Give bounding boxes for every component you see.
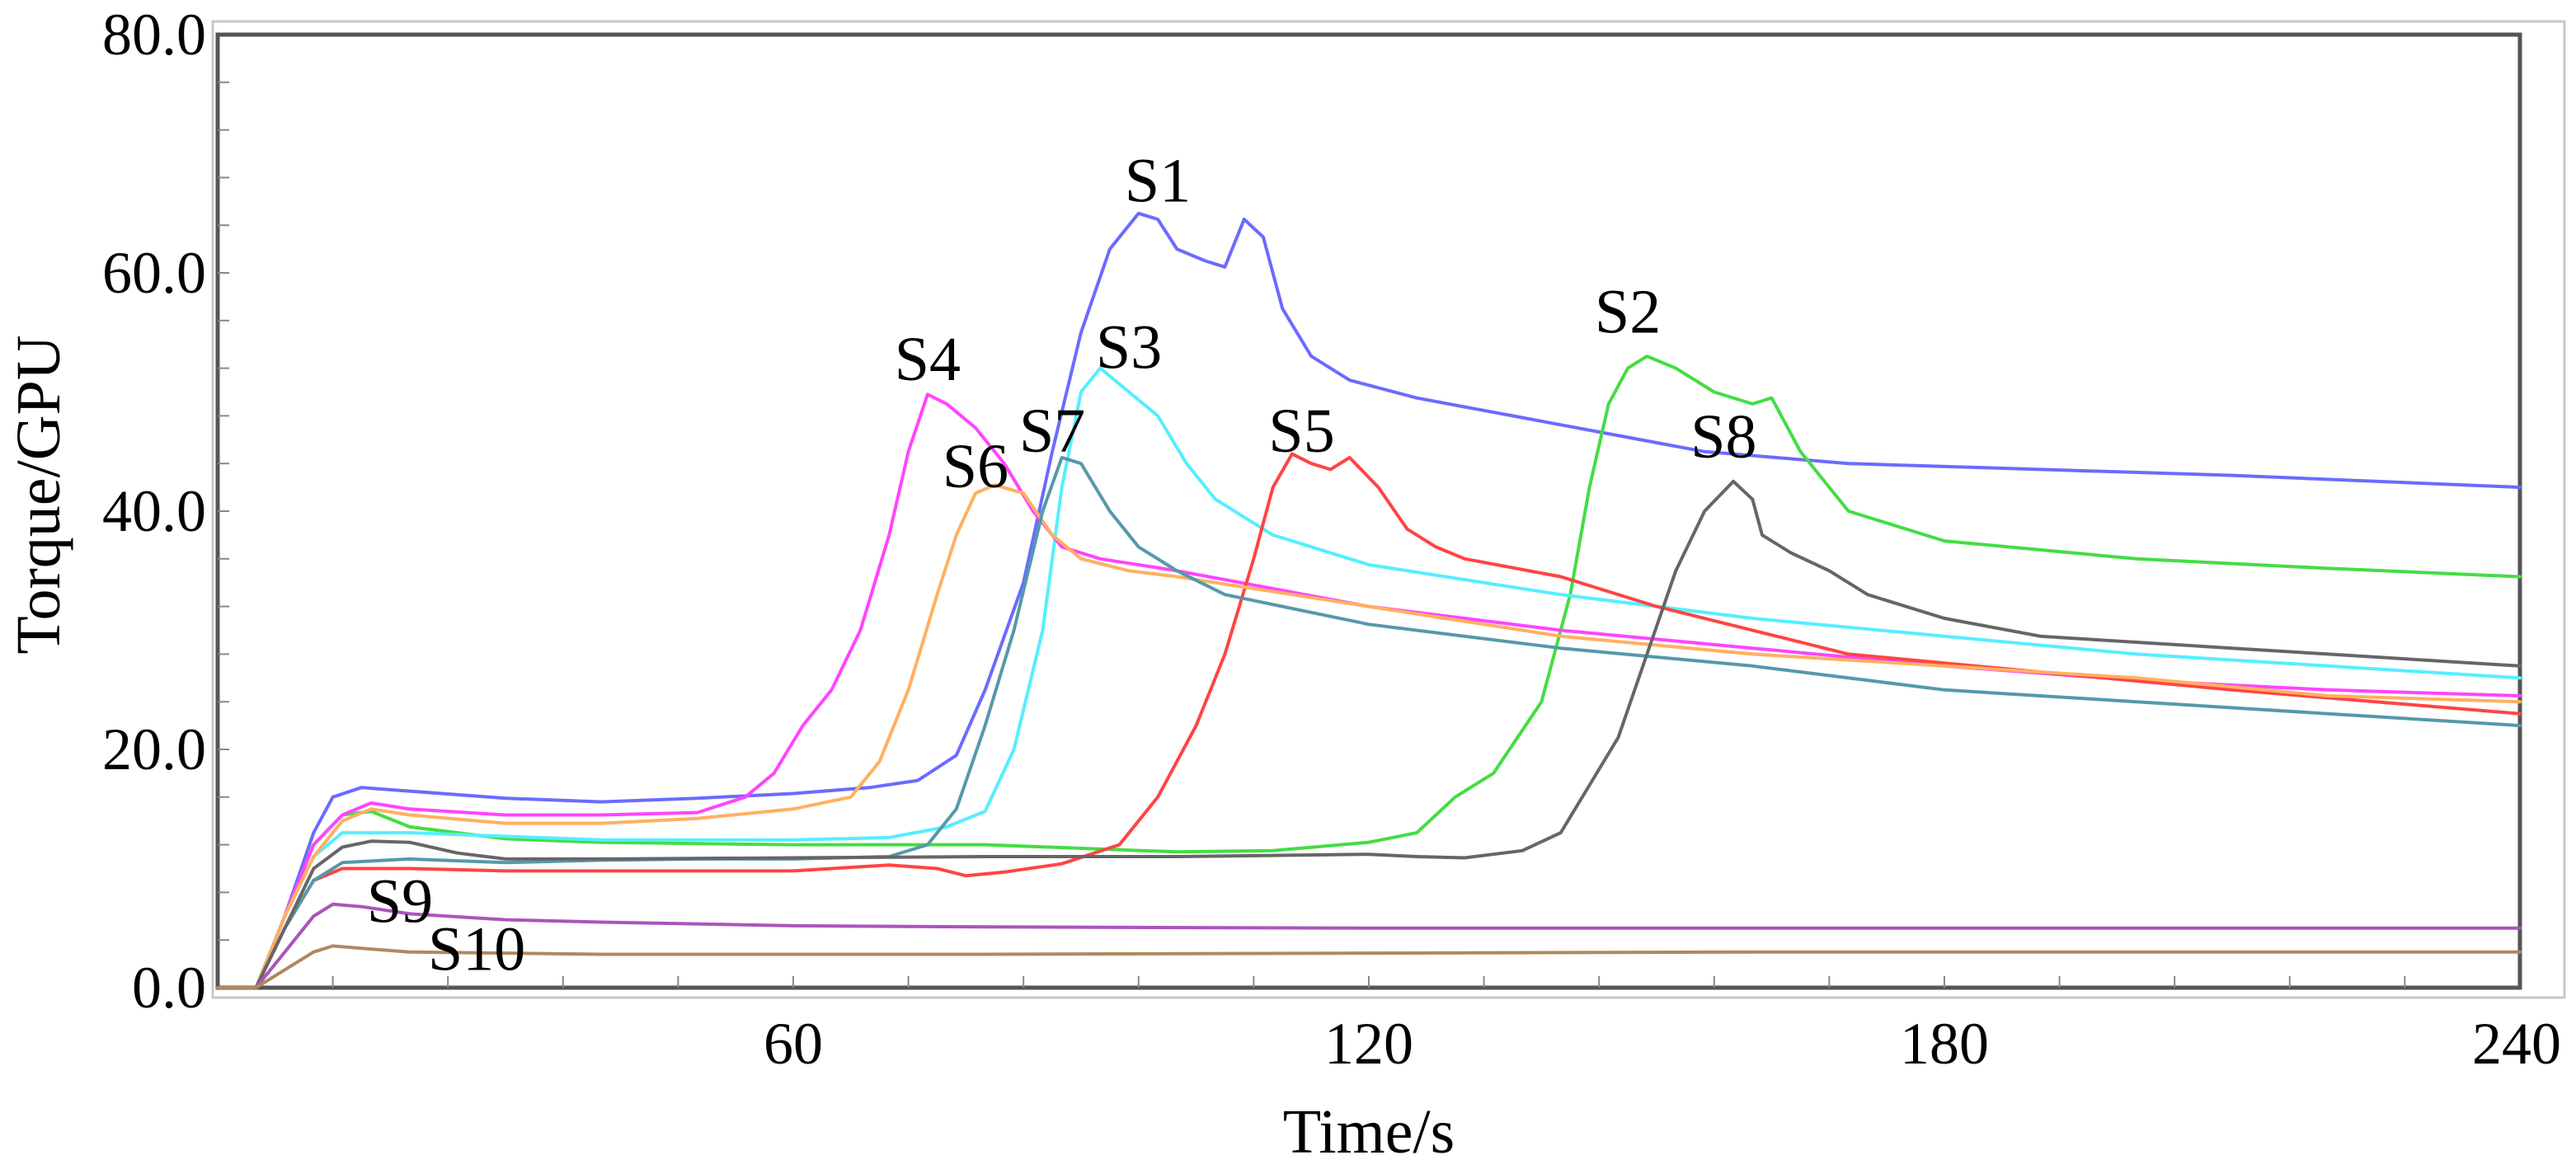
y-axis-ticks: 0.0 20.0 40.0 60.0 80.0	[102, 2, 206, 1021]
series-line-s5	[216, 452, 2522, 989]
series-label-s7: S7	[1019, 397, 1085, 466]
series-label-s6: S6	[942, 432, 1008, 501]
series-label-s9: S9	[367, 867, 433, 937]
x-tick-label: 180	[1900, 1011, 1989, 1077]
series-line-s2	[216, 355, 2522, 989]
y-axis-title: Torque/GPU	[4, 335, 73, 654]
series-line-s7	[216, 456, 2522, 989]
x-tick-label: 60	[764, 1011, 823, 1077]
series-label-s3: S3	[1096, 313, 1162, 383]
series-label-s1: S1	[1125, 146, 1191, 215]
y-tick-label: 80.0	[102, 2, 206, 68]
series-line-s10	[216, 944, 2522, 989]
x-axis-ticks: 60 120 180 240	[764, 1011, 2561, 1077]
series-line-s8	[216, 479, 2522, 989]
plot-area	[215, 32, 2522, 990]
series-label-s10: S10	[428, 914, 525, 984]
y-tick-label: 60.0	[102, 240, 206, 306]
x-axis-title: Time/s	[1283, 1097, 1455, 1167]
x-tick-label: 120	[1324, 1011, 1413, 1077]
plot-outer-frame	[211, 20, 2566, 999]
series-line-s6	[216, 483, 2522, 989]
series-label-s2: S2	[1595, 277, 1661, 346]
y-tick-label: 40.0	[102, 478, 206, 544]
minor-ticks	[218, 81, 2406, 988]
series-label-s8: S8	[1690, 402, 1756, 472]
y-tick-label: 20.0	[102, 716, 206, 782]
y-tick-label: 0.0	[132, 955, 206, 1021]
series-label-s4: S4	[895, 325, 961, 394]
series-label-s5: S5	[1268, 397, 1334, 466]
series-line-s4	[216, 392, 2522, 989]
series-lines	[216, 211, 2522, 989]
series-line-s9	[216, 902, 2522, 989]
x-tick-label: 240	[2472, 1011, 2561, 1077]
series-line-s1	[216, 211, 2522, 989]
